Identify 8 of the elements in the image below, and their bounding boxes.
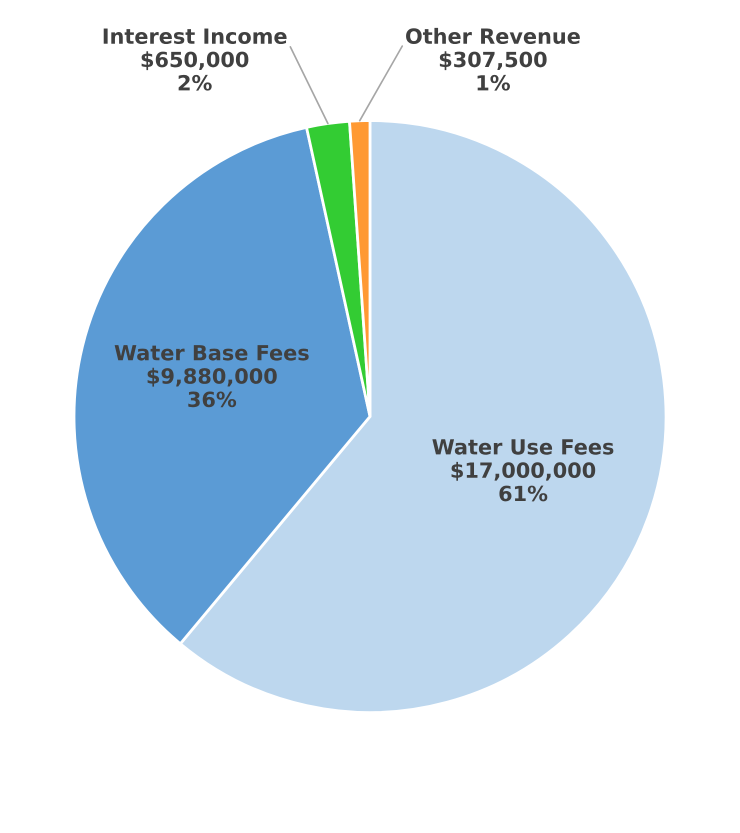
data-label: $650,000 2% bbox=[142, 51, 248, 91]
data-label: $17,000,000 61% bbox=[452, 462, 596, 502]
slice-label: Other Revenue bbox=[406, 28, 580, 44]
slice-label: Water Base Fees bbox=[114, 345, 309, 361]
slice-label: Water Use Fees bbox=[432, 439, 614, 455]
data-label: $9,880,000 36% bbox=[148, 368, 277, 408]
data-label: $307,500 1% bbox=[440, 51, 547, 91]
slice-label: Interest Income bbox=[104, 28, 287, 44]
